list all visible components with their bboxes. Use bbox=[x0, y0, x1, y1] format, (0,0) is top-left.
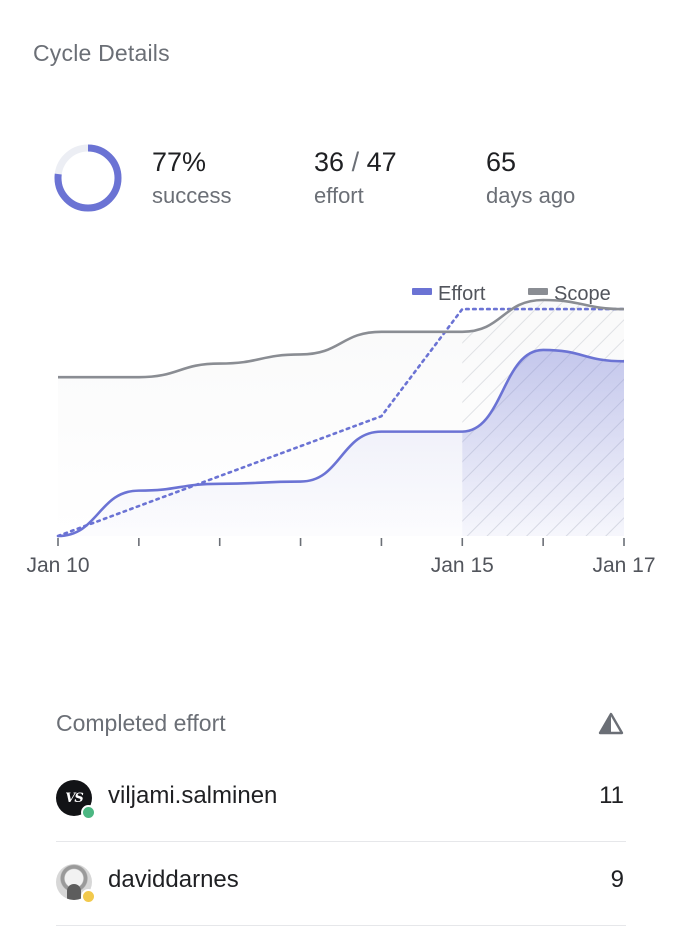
triangle-half-icon[interactable] bbox=[598, 712, 624, 736]
effort-projection-area bbox=[462, 349, 624, 536]
effort-count: 9 bbox=[610, 866, 624, 893]
completed-effort-header: Completed effort bbox=[56, 690, 626, 758]
series-line-scope bbox=[58, 298, 625, 379]
completed-effort-title: Completed effort bbox=[56, 710, 226, 736]
list-item[interactable]: daviddarnes 9 bbox=[56, 842, 626, 926]
legend-label-effort: Effort bbox=[438, 283, 486, 305]
effort-total: 47 bbox=[366, 147, 397, 177]
status-dot bbox=[81, 805, 96, 820]
effort-count: 11 bbox=[599, 782, 624, 809]
x-tick-label: Jan 17 bbox=[592, 554, 655, 577]
series-line-target bbox=[56, 307, 626, 538]
series-line-effort bbox=[57, 348, 625, 538]
effort-label: effort bbox=[314, 183, 364, 208]
avatar bbox=[56, 864, 92, 900]
success-stat: 77% success bbox=[152, 145, 231, 211]
effort-completed: 36 bbox=[314, 147, 345, 177]
x-tick-label: Jan 10 bbox=[26, 554, 89, 577]
list-item[interactable]: VS viljami.salminen 11 bbox=[56, 758, 626, 842]
effort-stat: 36 / 47 effort bbox=[314, 145, 397, 211]
legend-swatch-effort bbox=[412, 288, 432, 295]
legend-swatch-scope bbox=[528, 288, 548, 295]
cycle-stats: 77% success 36 / 47 effort 65 days ago bbox=[0, 0, 678, 240]
age-stat: 65 days ago bbox=[486, 145, 575, 211]
status-dot bbox=[81, 889, 96, 904]
x-axis: Jan 10 Jan 15 Jan 17 bbox=[26, 538, 656, 577]
completed-effort-list: Completed effort VS viljami.salminen 11 … bbox=[56, 690, 626, 926]
effort-separator: / bbox=[351, 147, 360, 177]
chart-legend: Effort Scope bbox=[412, 283, 611, 305]
legend-label-scope: Scope bbox=[554, 283, 611, 305]
success-value: 77% bbox=[152, 147, 207, 177]
age-value: 65 bbox=[486, 147, 517, 177]
assignee-name: viljami.salminen bbox=[108, 782, 278, 809]
x-tick-label: Jan 15 bbox=[431, 554, 494, 577]
burnup-chart: Effort Scope Jan 10 Jan 15 Jan 17 bbox=[26, 283, 656, 577]
success-progress-ring bbox=[54, 144, 122, 212]
age-label: days ago bbox=[486, 183, 576, 208]
effort-value: 36 / 47 bbox=[314, 145, 397, 179]
assignee-name: daviddarnes bbox=[108, 866, 239, 893]
panel-title: Cycle Details bbox=[33, 40, 170, 66]
avatar-initials: VS bbox=[65, 790, 84, 806]
success-label: success bbox=[152, 183, 232, 208]
